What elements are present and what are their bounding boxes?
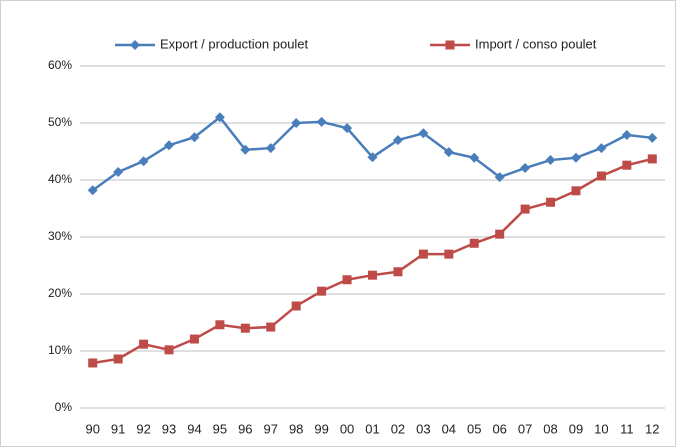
x-tick-label: 92	[136, 421, 150, 436]
x-tick-label: 94	[187, 421, 201, 436]
legend-label: Export / production poulet	[160, 36, 309, 51]
point-marker	[189, 334, 199, 344]
point-marker	[418, 128, 429, 139]
point-marker	[138, 156, 149, 167]
x-tick-label: 03	[416, 421, 430, 436]
point-marker	[164, 345, 174, 355]
point-marker	[647, 154, 657, 164]
point-marker	[469, 152, 480, 163]
y-tick-label: 10%	[48, 343, 72, 357]
point-marker	[88, 358, 98, 368]
x-tick-label: 07	[518, 421, 532, 436]
x-tick-label: 98	[289, 421, 303, 436]
y-tick-label: 0%	[55, 400, 73, 414]
point-marker	[113, 354, 123, 364]
x-tick-label: 96	[238, 421, 252, 436]
legend-label: Import / conso poulet	[475, 36, 597, 51]
x-tick-label: 97	[264, 421, 278, 436]
point-marker	[392, 135, 403, 146]
x-tick-label: 09	[569, 421, 583, 436]
point-marker	[621, 129, 632, 140]
y-tick-label: 60%	[48, 58, 72, 72]
x-tick-label: 91	[111, 421, 125, 436]
point-marker	[443, 147, 454, 158]
point-marker	[214, 112, 225, 123]
point-marker	[342, 275, 352, 285]
legend-marker	[445, 40, 455, 50]
x-tick-label: 93	[162, 421, 176, 436]
y-tick-label: 50%	[48, 115, 72, 129]
point-marker	[368, 270, 377, 280]
point-marker	[266, 322, 276, 332]
point-marker	[545, 155, 556, 166]
point-marker	[291, 118, 302, 128]
y-tick-label: 30%	[48, 229, 72, 243]
x-tick-label: 08	[543, 421, 557, 436]
legend-marker	[130, 40, 140, 50]
point-marker	[139, 339, 149, 349]
point-marker	[571, 186, 581, 196]
x-tick-label: 06	[492, 421, 506, 436]
point-marker	[596, 143, 607, 154]
point-marker	[622, 160, 632, 170]
point-marker	[189, 132, 200, 143]
point-marker	[393, 267, 403, 277]
x-tick-label: 10	[594, 421, 608, 436]
point-marker	[469, 238, 479, 248]
point-marker	[265, 143, 276, 154]
x-tick-label: 00	[340, 421, 354, 436]
point-marker	[164, 140, 175, 151]
x-tick-label: 90	[85, 421, 99, 436]
point-marker	[520, 163, 531, 174]
point-marker	[418, 249, 428, 259]
point-marker	[546, 197, 556, 207]
point-marker	[596, 171, 606, 181]
point-marker	[87, 185, 98, 196]
x-tick-label: 99	[314, 421, 328, 436]
point-marker	[647, 132, 658, 143]
point-marker	[291, 301, 301, 311]
x-tick-label: 01	[365, 421, 379, 436]
point-marker	[570, 152, 581, 163]
point-marker	[367, 152, 378, 163]
x-tick-label: 04	[442, 421, 456, 436]
y-tick-label: 40%	[48, 172, 72, 186]
point-marker	[240, 323, 250, 333]
point-marker	[495, 229, 505, 239]
point-marker	[317, 286, 327, 296]
x-tick-label: 11	[620, 421, 634, 436]
point-marker	[520, 204, 530, 214]
point-marker	[444, 249, 454, 259]
point-marker	[240, 144, 251, 155]
point-marker	[215, 320, 225, 330]
y-tick-label: 20%	[48, 286, 72, 300]
x-tick-label: 02	[391, 421, 405, 436]
x-tick-label: 12	[645, 421, 659, 436]
x-tick-label: 95	[213, 421, 227, 436]
point-marker	[342, 123, 353, 134]
point-marker	[316, 116, 327, 127]
x-tick-label: 05	[467, 421, 481, 436]
point-marker	[113, 167, 124, 178]
point-marker	[494, 172, 505, 183]
